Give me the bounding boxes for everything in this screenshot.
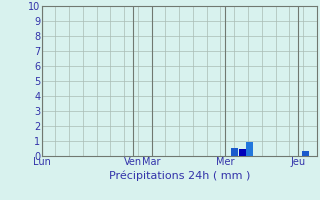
Bar: [239, 149, 246, 156]
Bar: [302, 151, 309, 156]
X-axis label: Précipitations 24h ( mm ): Précipitations 24h ( mm ): [108, 170, 250, 181]
Bar: [231, 148, 238, 156]
Bar: [246, 142, 253, 156]
